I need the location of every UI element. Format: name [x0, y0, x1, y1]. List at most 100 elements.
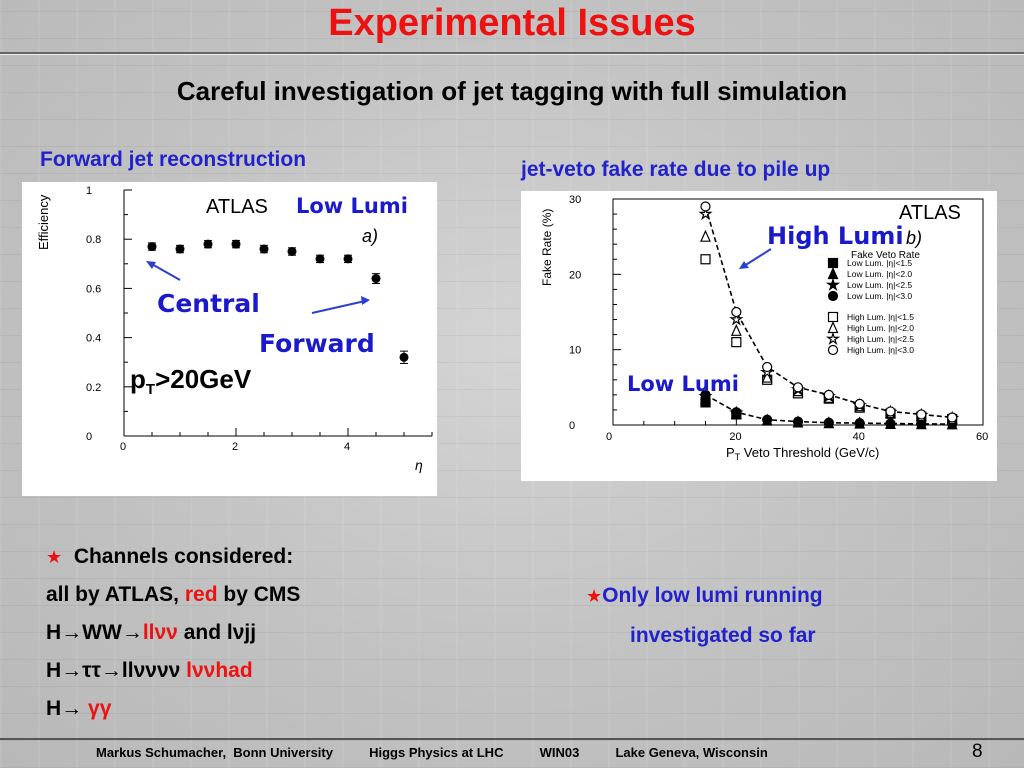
right-data-point — [947, 412, 958, 423]
central-label: Central — [157, 289, 260, 318]
left-y-axis-label: Efficiency — [36, 194, 51, 250]
right-atlas-label: ATLAS — [899, 202, 961, 224]
right-y-tick-label: 0 — [569, 420, 575, 432]
right-data-point — [854, 418, 865, 429]
left-y-tick-label: 1 — [86, 185, 92, 197]
footer-divider — [0, 738, 1024, 740]
footer-place: Lake Geneva, Wisconsin — [615, 745, 768, 760]
right-x-axis-label: PT Veto Threshold (GeV/c) — [726, 445, 879, 462]
right-data-point — [823, 417, 834, 428]
channel-htautau: H→ττ→llνννν lννhad — [46, 652, 506, 690]
left-x-tick-label: 0 — [120, 441, 126, 453]
higgs-symbol: H — [46, 621, 62, 644]
right-data-point — [762, 414, 773, 425]
slide-title: Experimental Issues — [328, 2, 696, 44]
high-lumi-arrowhead — [739, 261, 749, 269]
legend-entry: High Lum. |η|<2.5 — [847, 334, 914, 344]
lnunuhad-text: lννhad — [186, 659, 253, 682]
channel-hww: H→WW→llνν and lνjj — [46, 614, 506, 652]
atlas-text: all by ATLAS, — [46, 583, 180, 606]
left-data-point — [175, 244, 185, 254]
arrow-icon: → — [61, 659, 83, 682]
right-panel-heading: jet-veto fake rate due to pile up — [521, 158, 831, 181]
right-x-tick-label: 0 — [606, 431, 612, 443]
legend-marker — [825, 277, 841, 292]
right-data-point — [698, 206, 713, 221]
legend-marker — [825, 331, 841, 346]
legend-marker — [827, 257, 839, 269]
channels-heading: Channels considered: — [73, 545, 294, 568]
llnununu-text: llνννν — [121, 659, 181, 682]
ww-text: WW — [82, 621, 122, 644]
legend-marker — [827, 321, 839, 334]
channels-list: ★ Channels considered: all by ATLAS, red… — [46, 538, 506, 728]
left-data-point — [343, 254, 353, 264]
right-data-point — [885, 406, 896, 417]
footer-conference: WIN03 — [539, 745, 580, 760]
right-y-tick-label: 30 — [569, 194, 581, 206]
legend-marker — [827, 311, 839, 323]
left-y-tick-label: 0.6 — [86, 283, 101, 295]
gammagamma-text: γγ — [88, 697, 112, 720]
left-data-point — [315, 254, 325, 264]
right-x-tick-label: 60 — [976, 431, 988, 443]
llnunu-text: llνν — [142, 621, 178, 644]
left-data-point — [203, 239, 213, 249]
right-data-point — [916, 409, 927, 420]
right-panel-tag: b) — [906, 228, 922, 248]
right-data-point — [731, 337, 742, 348]
arrow-icon: → — [121, 621, 143, 644]
channel-hgammagamma: H→ γγ — [46, 690, 506, 728]
right-data-point — [792, 416, 804, 427]
left-y-tick-label: 0.8 — [86, 234, 101, 246]
legend-entry: High Lum. |η|<1.5 — [847, 312, 914, 322]
legend-entry: High Lum. |η|<2.0 — [847, 323, 914, 333]
forward-label: Forward — [259, 329, 375, 358]
right-data-point — [700, 229, 711, 242]
right-data-point — [700, 201, 711, 212]
legend-entry: High Lum. |η|<3.0 — [847, 345, 914, 355]
cms-text: by CMS — [223, 583, 301, 606]
arrow-icon: → — [61, 621, 83, 644]
right-data-point — [729, 311, 744, 326]
left-panel-heading: Forward jet reconstruction — [40, 148, 307, 171]
footer-author: Markus Schumacher, Bonn University — [96, 745, 333, 760]
pt-cut-label: pT>20GeV — [130, 364, 252, 398]
right-data-point — [731, 407, 742, 418]
left-x-tick-label: 4 — [344, 441, 350, 453]
left-lumi-label: Low Lumi — [296, 194, 408, 218]
left-y-tick-label: 0.2 — [86, 382, 101, 394]
high-lumi-label: High Lumi — [767, 222, 904, 250]
channels-line-atlas-cms: all by ATLAS, red by CMS — [46, 576, 506, 614]
left-data-point — [399, 352, 409, 362]
star-icon: ★ — [46, 547, 63, 567]
right-x-tick-label: 40 — [853, 431, 865, 443]
right-data-point — [854, 398, 865, 410]
right-data-point — [731, 306, 742, 318]
arrow-icon: → — [61, 697, 83, 720]
slide-subtitle: Careful investigation of jet tagging wit… — [176, 76, 848, 106]
right-data-point — [792, 382, 804, 393]
legend-title: Fake Veto Rate — [851, 250, 920, 261]
right-data-point — [761, 370, 773, 383]
right-data-point — [762, 361, 773, 373]
left-panel-tag: a) — [362, 226, 378, 246]
tautau-text: ττ — [82, 659, 101, 682]
note-line-2: investigated so far — [630, 624, 816, 647]
low-lumi-note: ★Only low lumi running investigated so f… — [586, 576, 946, 655]
arrow-icon: → — [100, 659, 122, 682]
legend-marker — [827, 344, 839, 356]
right-data-point — [700, 389, 711, 400]
left-data-point — [371, 274, 381, 284]
legend-marker — [827, 267, 839, 280]
legend-entry: Low Lum. |η|<2.0 — [847, 269, 912, 279]
left-data-point — [259, 244, 269, 254]
red-word: red — [184, 583, 218, 606]
footer-talk: Higgs Physics at LHC — [369, 745, 504, 760]
central-arrowhead — [146, 261, 156, 269]
efficiency-plot: 0 0.2 0.4 0.6 0.8 1 0 2 4 η Efficiency ATLAS Low L… — [22, 182, 437, 496]
right-x-tick-label: 20 — [729, 431, 741, 443]
low-lumi-label: Low Lumi — [627, 372, 739, 396]
right-data-point — [885, 418, 896, 429]
note-line-1: Only low lumi running — [602, 584, 823, 607]
